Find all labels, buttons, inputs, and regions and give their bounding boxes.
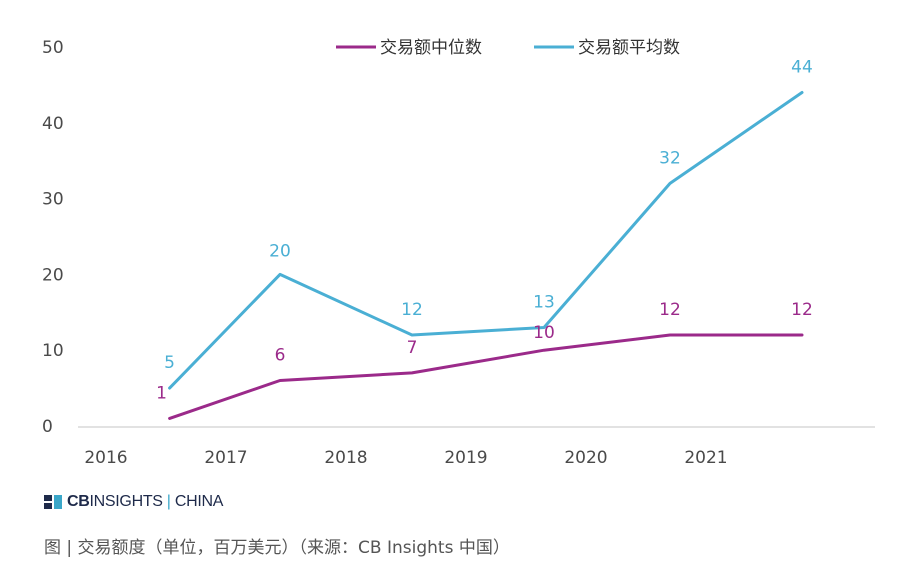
x-tick-label: 2018 <box>324 448 367 468</box>
y-tick-label: 10 <box>42 341 64 361</box>
y-tick-label: 50 <box>42 38 64 58</box>
series-line-0 <box>168 333 804 420</box>
data-label: 12 <box>659 300 681 320</box>
brand-cb: CB <box>67 493 90 510</box>
y-tick-label: 40 <box>42 114 64 134</box>
y-axis-ticks: 0 10 20 30 40 50 <box>42 38 64 437</box>
legend: 交易额中位数 交易额平均数 <box>336 38 680 58</box>
cbinsights-logo-icon <box>44 495 62 509</box>
data-label: 44 <box>791 57 813 77</box>
legend-label: 交易额平均数 <box>578 38 680 58</box>
y-tick-label: 20 <box>42 265 64 285</box>
data-label: 12 <box>401 300 423 320</box>
x-axis-ticks: 2016 2017 2018 2019 2020 2021 <box>84 448 727 468</box>
brand-china: CHINA <box>174 493 224 510</box>
x-tick-label: 2019 <box>444 448 487 468</box>
legend-label: 交易额中位数 <box>380 38 482 58</box>
data-label: 32 <box>659 148 681 168</box>
x-tick-label: 2021 <box>684 448 727 468</box>
x-tick-label: 2017 <box>204 448 247 468</box>
cbinsights-china-logo: CB INSIGHTS | CHINA <box>44 492 223 512</box>
data-label: 10 <box>533 323 555 343</box>
series-line-1 <box>168 91 804 390</box>
brand-insights: INSIGHTS <box>89 493 163 510</box>
line-chart: 0 10 20 30 40 50 2016 2017 2018 2019 2020 2021 1 6 7… <box>42 38 875 468</box>
y-tick-label: 0 <box>42 417 53 437</box>
y-tick-label: 30 <box>42 190 64 210</box>
x-tick-label: 2020 <box>564 448 607 468</box>
data-label: 13 <box>533 292 555 312</box>
series-lines <box>168 91 804 420</box>
data-label: 5 <box>164 353 175 373</box>
data-labels: 1 6 7 10 12 12 5 20 12 13 32 44 <box>156 57 813 403</box>
data-label: 7 <box>407 338 418 358</box>
data-label: 1 <box>156 383 167 403</box>
data-label: 20 <box>269 241 291 261</box>
brand-separator: | <box>166 493 171 510</box>
data-label: 6 <box>275 346 286 366</box>
figure-caption: 图 | 交易额度（单位，百万美元）（来源：CB Insights 中国） <box>44 538 510 558</box>
data-label: 12 <box>791 300 813 320</box>
x-tick-label: 2016 <box>84 448 127 468</box>
